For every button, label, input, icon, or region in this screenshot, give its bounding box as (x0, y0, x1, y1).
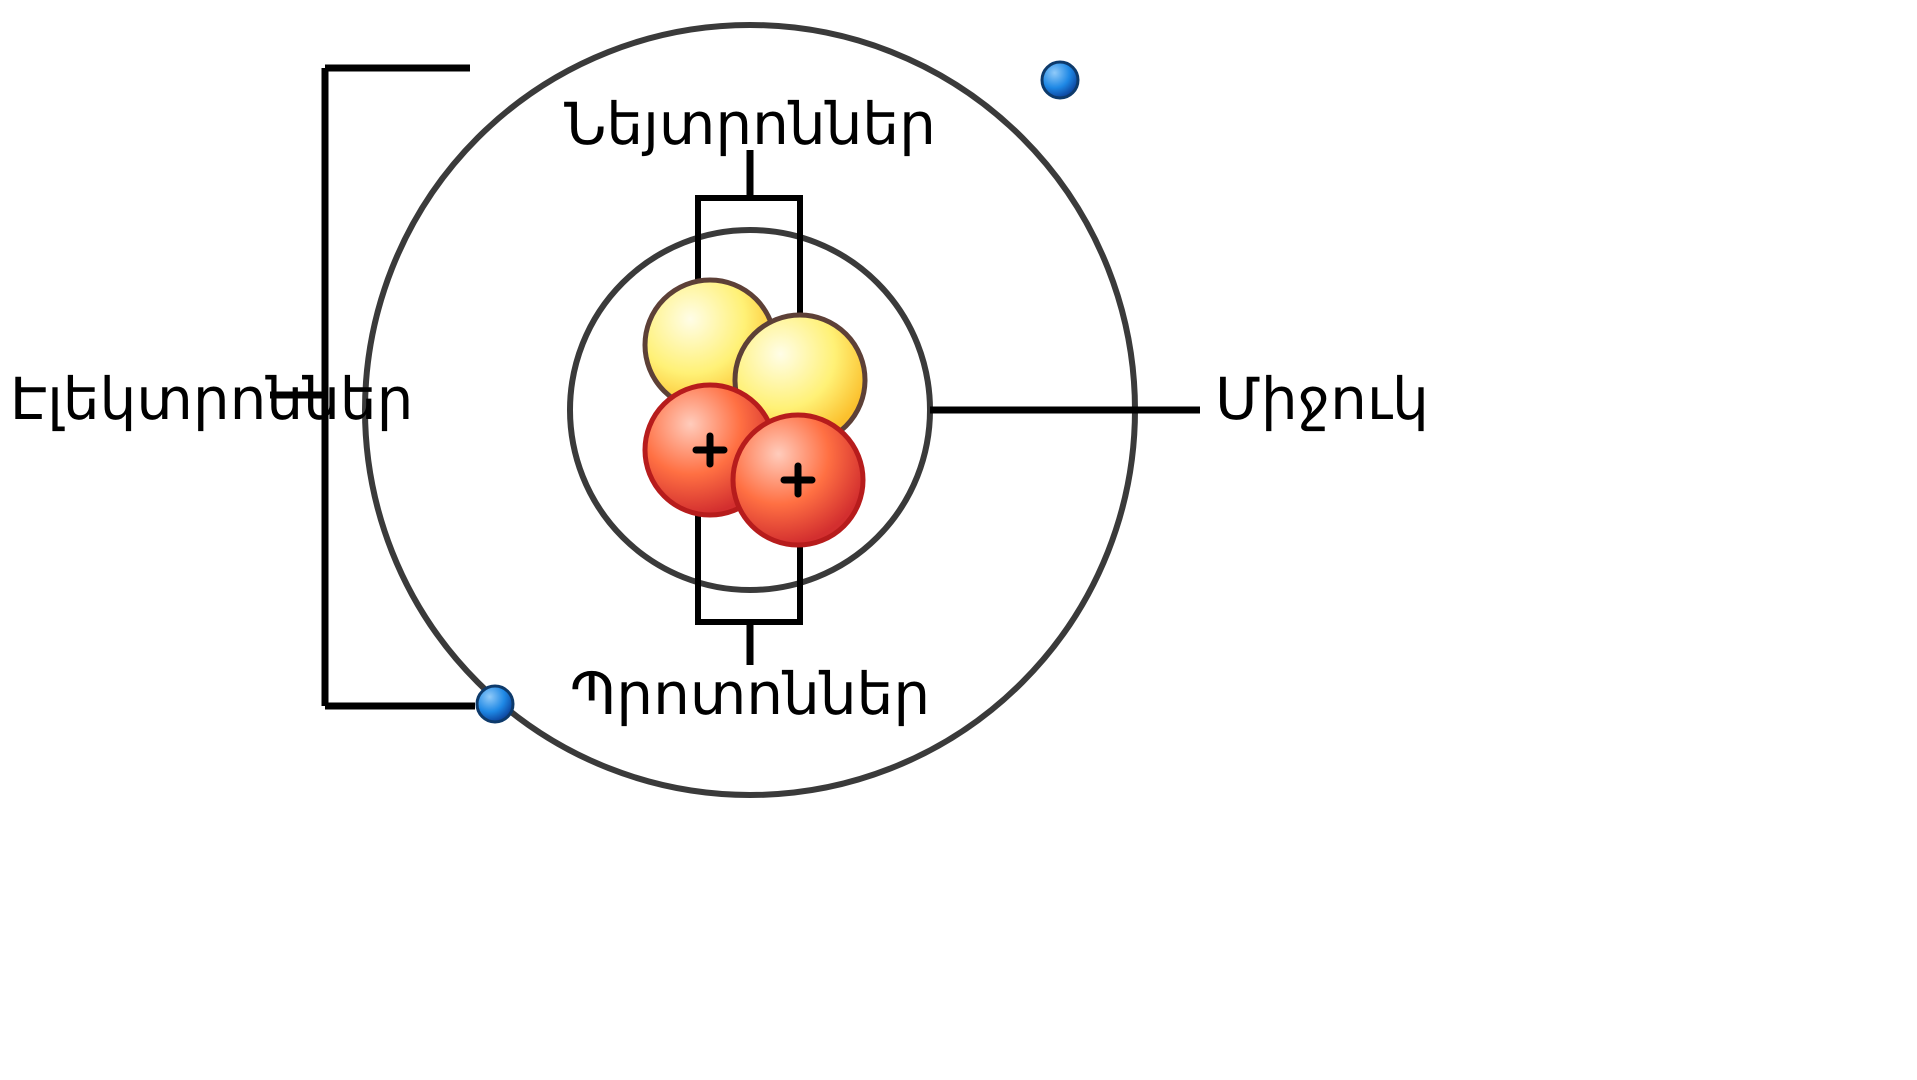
label-neutrons: Նեյտրոններ (564, 90, 936, 158)
proton-particle (733, 415, 863, 545)
atom-svg (0, 0, 1917, 1080)
label-electrons: Էլեկտրոններ (10, 365, 413, 433)
atom-diagram: Նեյտրոններ Պրոտոններ Էլեկտրոններ Միջուկ (0, 0, 1917, 1080)
label-protons: Պրոտոններ (570, 660, 930, 728)
electron-particle (477, 686, 513, 722)
label-nucleus: Միջուկ (1215, 365, 1429, 433)
electron-particle (1042, 62, 1078, 98)
